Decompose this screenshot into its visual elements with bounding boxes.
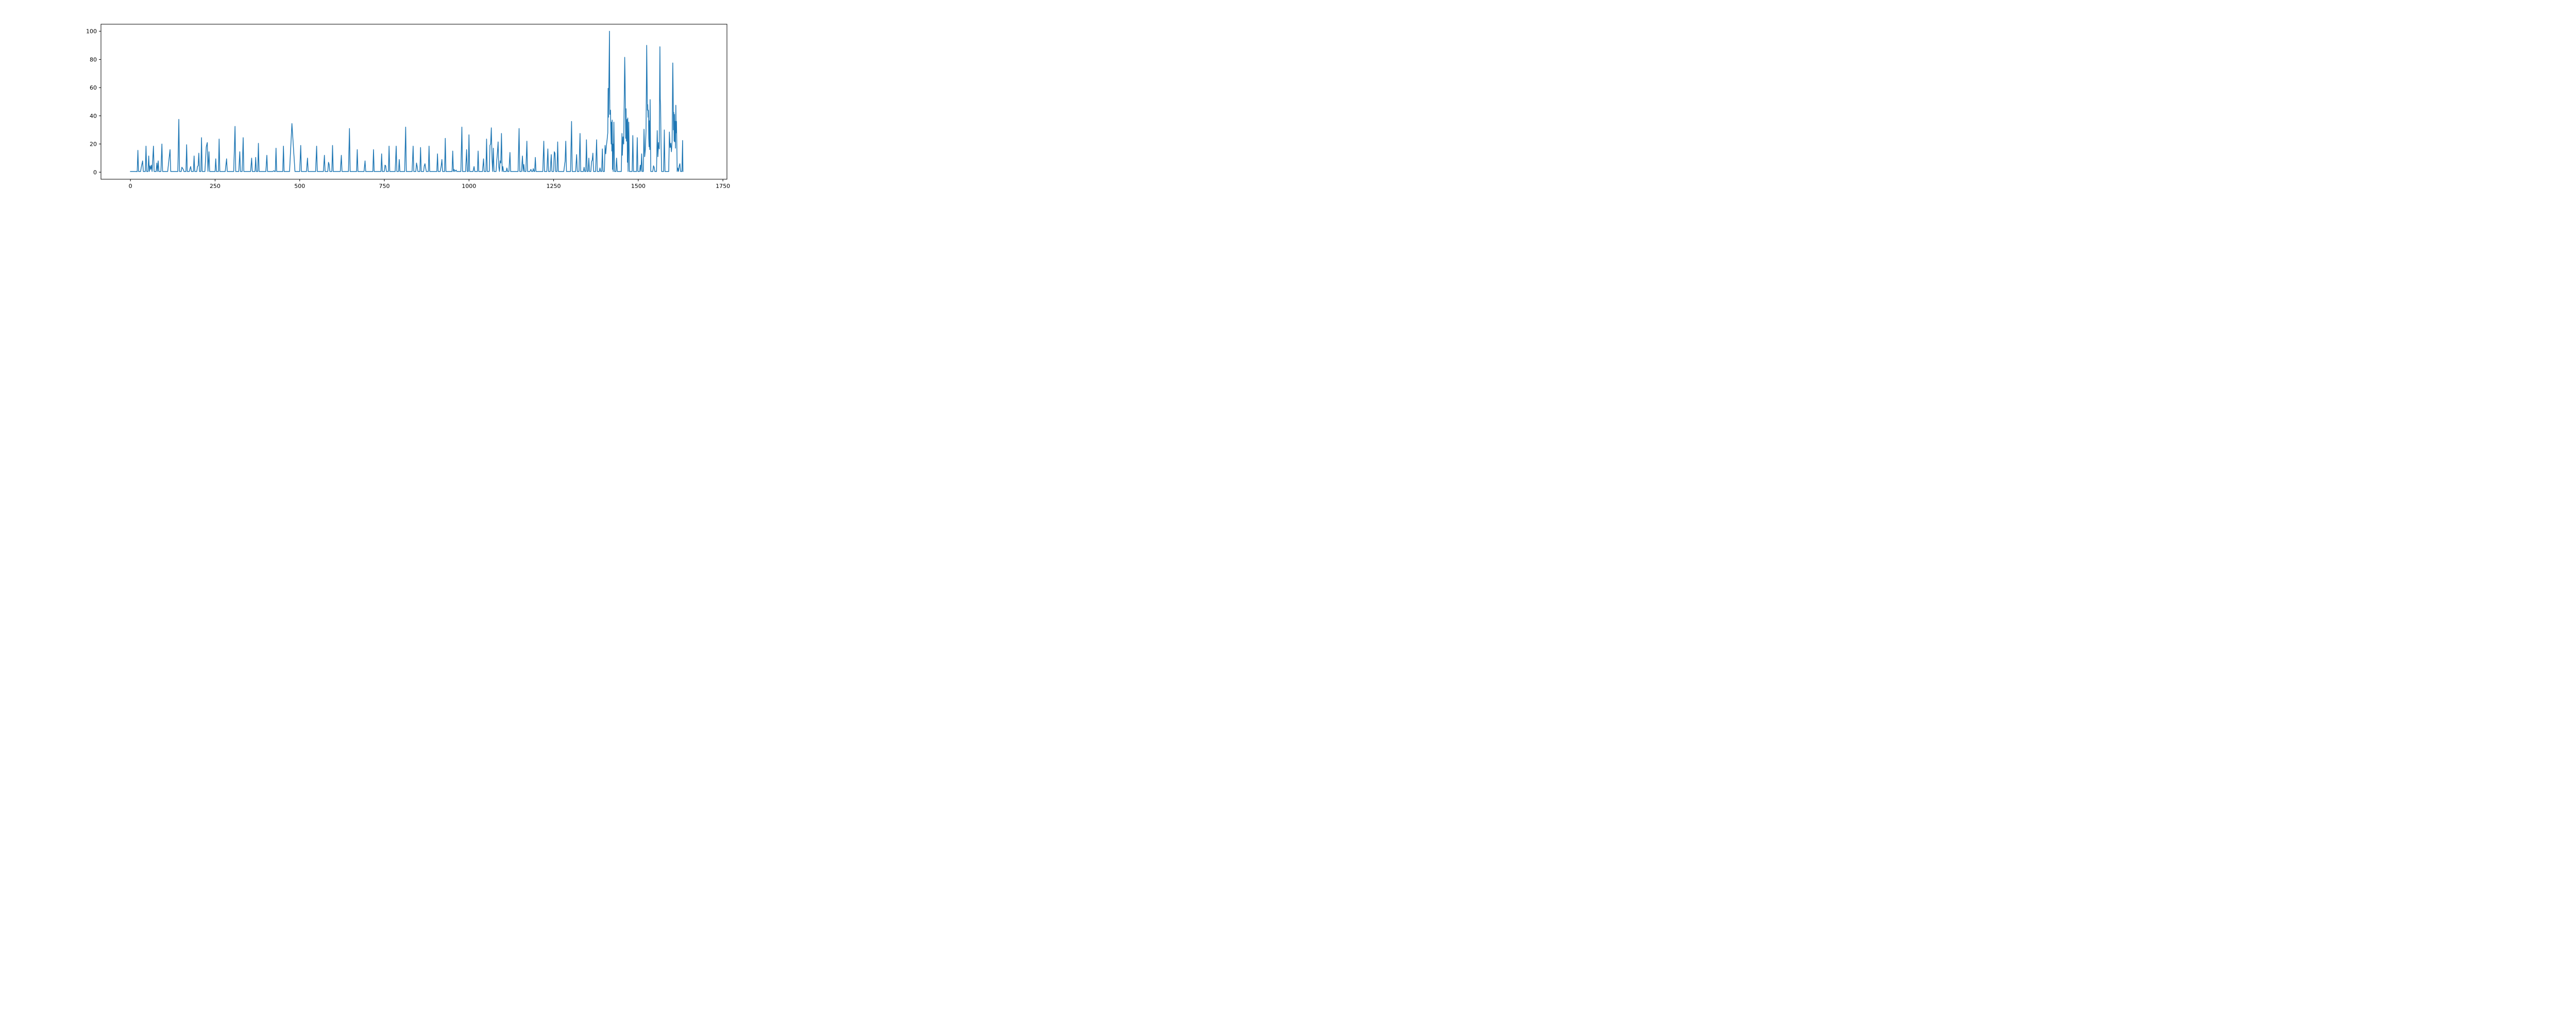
x-tick-label: 0 xyxy=(129,183,132,190)
y-tick-label: 100 xyxy=(86,28,97,35)
y-tick-label: 40 xyxy=(90,113,97,119)
plot-frame xyxy=(100,24,727,180)
line-chart: 0 20 40 60 80 100 0 250 500 750 1000 1250 1500 1750 xyxy=(0,0,808,202)
x-axis: 0 250 500 750 1000 1250 1500 1750 xyxy=(129,179,730,190)
x-tick-label: 500 xyxy=(294,183,305,190)
y-tick-label: 80 xyxy=(90,56,97,63)
x-tick-label: 1250 xyxy=(547,183,561,190)
y-axis: 0 20 40 60 80 100 xyxy=(86,28,101,176)
x-tick-label: 250 xyxy=(210,183,221,190)
y-tick-label: 60 xyxy=(90,84,97,91)
x-tick-label: 1500 xyxy=(631,183,646,190)
x-tick-label: 750 xyxy=(379,183,390,190)
series-line xyxy=(130,30,684,172)
x-tick-label: 1000 xyxy=(462,183,476,190)
x-tick-label: 1750 xyxy=(716,183,730,190)
y-tick-label: 0 xyxy=(93,169,97,176)
y-tick-label: 20 xyxy=(90,141,97,148)
